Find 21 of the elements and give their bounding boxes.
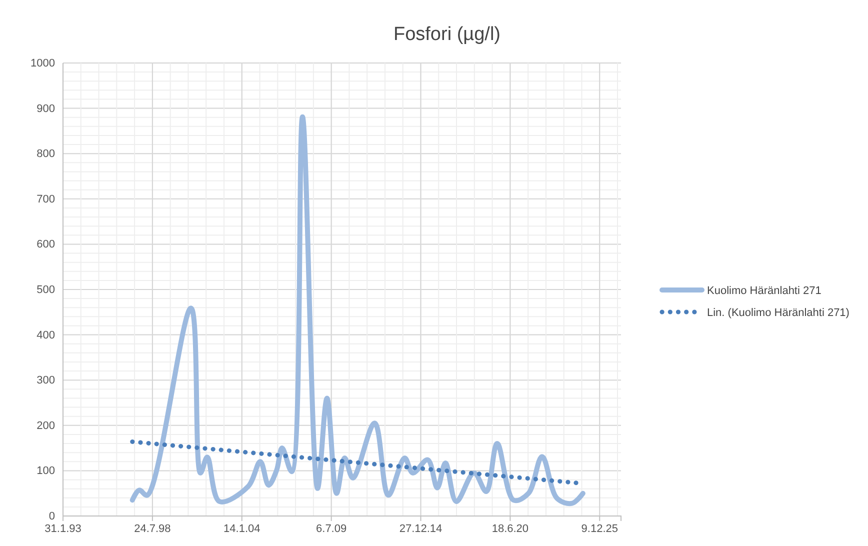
x-tick-label: 18.6.20 — [492, 522, 529, 535]
y-tick-label: 600 — [36, 238, 55, 251]
y-tick-label: 400 — [36, 329, 55, 342]
x-tick-label: 14.1.04 — [224, 522, 260, 535]
y-tick-label: 300 — [36, 374, 55, 387]
y-tick-label: 200 — [36, 420, 55, 432]
y-tick-label: 100 — [36, 465, 55, 478]
y-tick-label: 0 — [48, 510, 55, 523]
x-tick-label: 6.7.09 — [316, 522, 347, 535]
y-tick-label: 800 — [36, 148, 55, 160]
y-tick-label: 700 — [36, 193, 55, 206]
y-tick-label: 500 — [36, 284, 55, 296]
legend-label: Kuolimo Häränlahti 271 — [707, 285, 822, 297]
x-tick-label: 9.12.25 — [581, 522, 618, 535]
y-tick-label: 900 — [36, 102, 55, 115]
y-tick-label: 1000 — [30, 58, 55, 70]
x-tick-label: 31.1.93 — [44, 522, 82, 535]
legend-label: Lin. (Kuolimo Häränlahti 271) — [707, 307, 850, 319]
x-tick-label: 24.7.98 — [134, 522, 171, 535]
chart-title: Fosfori (µg/l) — [393, 24, 501, 45]
x-tick-label: 27.12.14 — [399, 522, 442, 535]
